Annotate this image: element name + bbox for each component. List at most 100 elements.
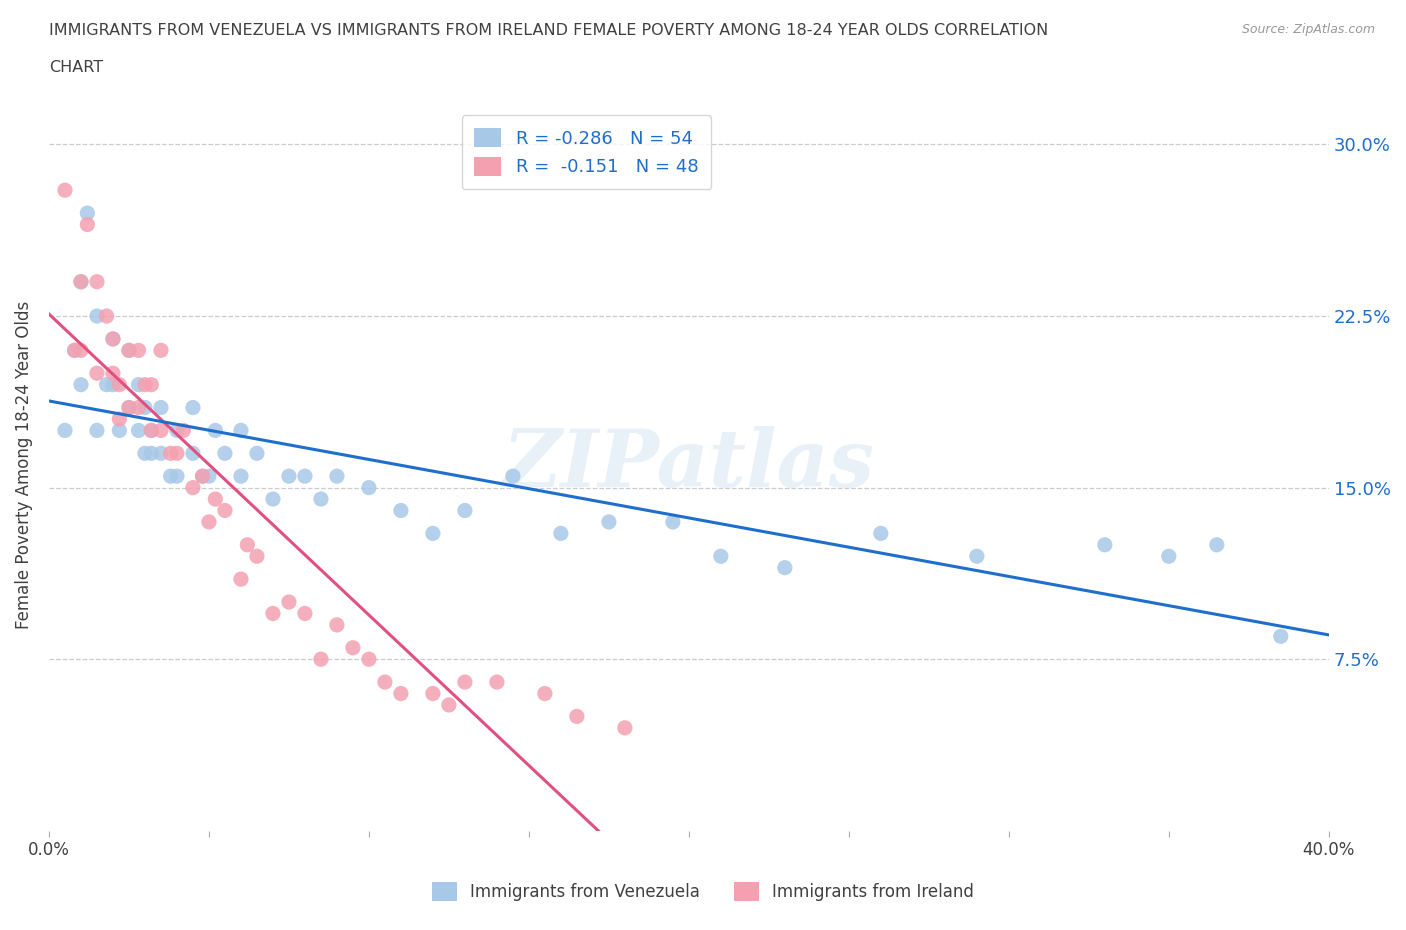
Point: [149, 400, 172, 415]
Point: [534, 686, 557, 701]
Point: [128, 378, 150, 392]
Point: [710, 549, 733, 564]
Text: IMMIGRANTS FROM VENEZUELA VS IMMIGRANTS FROM IRELAND FEMALE POVERTY AMONG 18-24 : IMMIGRANTS FROM VENEZUELA VS IMMIGRANTS …: [49, 23, 1049, 38]
Point: [204, 492, 226, 507]
Point: [598, 514, 620, 529]
Point: [454, 503, 477, 518]
Point: [229, 423, 252, 438]
Legend: R = -0.286   N = 54, R =  -0.151   N = 48: R = -0.286 N = 54, R = -0.151 N = 48: [461, 115, 711, 189]
Point: [191, 469, 214, 484]
Point: [101, 331, 124, 346]
Point: [101, 365, 124, 380]
Point: [1094, 538, 1116, 552]
Point: [181, 400, 204, 415]
Point: [101, 378, 124, 392]
Point: [389, 503, 412, 518]
Point: [108, 378, 131, 392]
Point: [172, 423, 194, 438]
Point: [70, 378, 93, 392]
Point: [309, 652, 332, 667]
Point: [63, 343, 86, 358]
Y-axis label: Female Poverty Among 18-24 Year Olds: Female Poverty Among 18-24 Year Olds: [15, 300, 32, 629]
Text: Source: ZipAtlas.com: Source: ZipAtlas.com: [1241, 23, 1375, 36]
Point: [118, 400, 141, 415]
Point: [357, 480, 380, 495]
Point: [550, 526, 572, 541]
Point: [118, 400, 141, 415]
Point: [613, 721, 636, 736]
Point: [86, 274, 108, 289]
Point: [70, 274, 93, 289]
Point: [389, 686, 412, 701]
Point: [662, 514, 685, 529]
Text: CHART: CHART: [49, 60, 103, 75]
Point: [229, 572, 252, 587]
Point: [1205, 538, 1227, 552]
Point: [166, 469, 188, 484]
Point: [166, 423, 188, 438]
Point: [108, 412, 131, 427]
Point: [53, 183, 76, 198]
Point: [86, 309, 108, 324]
Point: [141, 378, 163, 392]
Point: [134, 400, 156, 415]
Point: [70, 343, 93, 358]
Point: [118, 343, 141, 358]
Point: [214, 503, 236, 518]
Point: [869, 526, 891, 541]
Point: [966, 549, 988, 564]
Point: [1270, 629, 1292, 644]
Point: [63, 343, 86, 358]
Point: [1157, 549, 1180, 564]
Point: [86, 423, 108, 438]
Point: [70, 274, 93, 289]
Text: ZIPatlas: ZIPatlas: [503, 426, 875, 503]
Point: [214, 445, 236, 460]
Point: [374, 674, 396, 689]
Point: [53, 423, 76, 438]
Point: [309, 492, 332, 507]
Point: [502, 469, 524, 484]
Point: [181, 445, 204, 460]
Point: [149, 445, 172, 460]
Point: [141, 423, 163, 438]
Point: [342, 641, 364, 656]
Legend: Immigrants from Venezuela, Immigrants from Ireland: Immigrants from Venezuela, Immigrants fr…: [426, 876, 980, 908]
Point: [128, 423, 150, 438]
Point: [101, 331, 124, 346]
Point: [96, 378, 118, 392]
Point: [326, 618, 349, 632]
Point: [166, 445, 188, 460]
Point: [422, 526, 444, 541]
Point: [134, 445, 156, 460]
Point: [326, 469, 349, 484]
Point: [198, 514, 221, 529]
Point: [565, 709, 588, 724]
Point: [294, 606, 316, 621]
Point: [141, 445, 163, 460]
Point: [262, 606, 284, 621]
Point: [262, 492, 284, 507]
Point: [128, 343, 150, 358]
Point: [204, 423, 226, 438]
Point: [485, 674, 508, 689]
Point: [278, 594, 301, 609]
Point: [236, 538, 259, 552]
Point: [149, 423, 172, 438]
Point: [149, 343, 172, 358]
Point: [357, 652, 380, 667]
Point: [118, 343, 141, 358]
Point: [134, 378, 156, 392]
Point: [246, 549, 269, 564]
Point: [278, 469, 301, 484]
Point: [454, 674, 477, 689]
Point: [76, 206, 98, 220]
Point: [141, 423, 163, 438]
Point: [191, 469, 214, 484]
Point: [108, 423, 131, 438]
Point: [96, 309, 118, 324]
Point: [159, 445, 181, 460]
Point: [86, 365, 108, 380]
Point: [437, 698, 460, 712]
Point: [246, 445, 269, 460]
